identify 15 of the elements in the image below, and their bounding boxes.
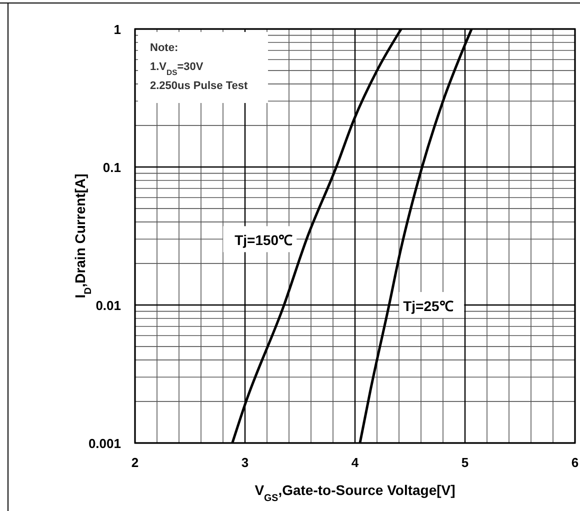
- annotation: Note:: [150, 42, 178, 54]
- y-tick-label: 1: [114, 22, 121, 37]
- x-tick-label: 3: [241, 455, 249, 470]
- y-tick-label: 0.01: [96, 298, 121, 313]
- series-label: Tj=25℃: [403, 298, 454, 314]
- y-tick-label: 0.001: [88, 436, 121, 451]
- x-tick-label: 4: [351, 455, 360, 470]
- x-tick-label: 2: [131, 455, 139, 470]
- x-tick-label: 6: [571, 455, 579, 470]
- y-tick-label: 0.1: [102, 160, 121, 175]
- series-label: Tj=150℃: [234, 232, 293, 248]
- annotation: 1.V$_{DS}$=30V: [150, 61, 204, 76]
- x-tick-label: 5: [461, 455, 469, 470]
- annotation: 2.250us Pulse Test: [150, 80, 248, 92]
- x-axis-title: V$_{GS}$,Gate-to-Source Voltage[V]: [254, 482, 456, 504]
